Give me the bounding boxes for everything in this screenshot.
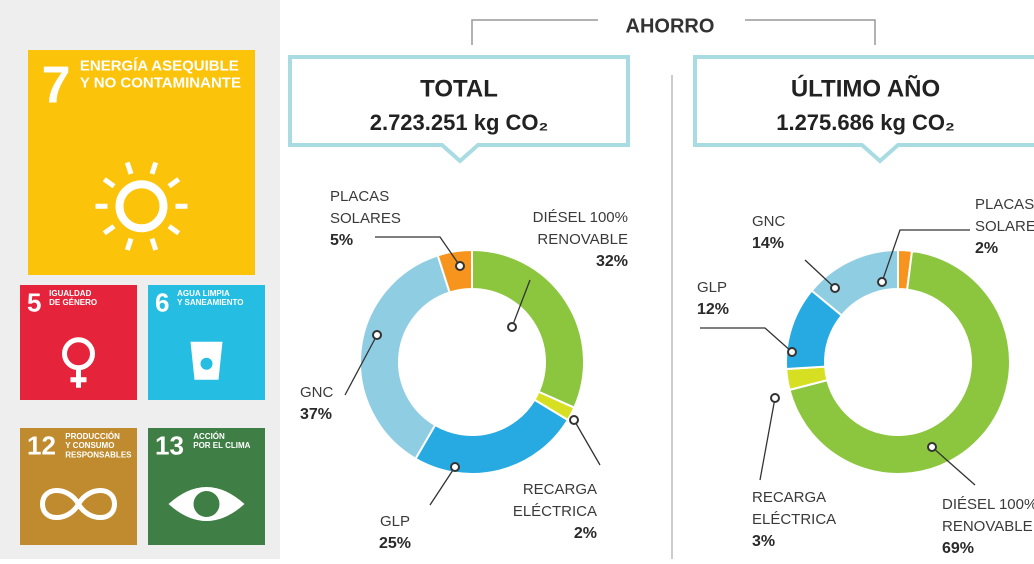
segment-value: 69% [942,540,974,557]
leader-dot [787,347,797,357]
chart-subtitle: 2.723.251 kg CO₂ [370,110,549,135]
segment-value: 32% [596,253,628,270]
leader-dot [507,322,517,332]
segment-label: SOLARES [975,218,1034,235]
sdg-tile [28,50,255,275]
sdg-text: Y CONSUMO [65,441,114,450]
chart-title: ÚLTIMO AÑO [791,74,940,102]
header-bracket [471,19,876,45]
segment-label: RENOVABLE [537,231,628,248]
donut-segment [788,249,1011,475]
donut-segment [436,248,473,294]
sdg-text: POR EL CLIMA [193,441,250,450]
leader-dot [927,442,937,452]
segment-label: DIÉSEL 100% [942,496,1034,513]
sdg-icon [70,367,87,388]
sdg-icon [124,161,134,175]
leader-line [759,397,776,481]
sdg-icon [167,177,181,189]
leader-dot [877,277,887,287]
leader-line [344,334,378,396]
sdg-text: ACCIÓN [193,432,225,441]
segment-label: ELÉCTRICA [513,503,597,520]
sdg-icon [115,180,168,233]
title-box [693,55,1034,164]
segment-label: SOLARES [330,210,401,227]
sdg-number: 13 [155,430,184,460]
segment-label: RENOVABLE [942,518,1033,535]
sdg-text: RESPONSABLES [65,450,132,459]
segment-label: GNC [300,384,334,401]
sdg-text: DE GÉNERO [49,298,97,307]
leader-dot [455,261,465,271]
sdg-text: PRODUCCIÓN [65,432,120,441]
segment-value: 25% [379,535,411,552]
segment-value: 5% [330,232,353,249]
leader-dot [830,283,840,293]
segment-value: 37% [300,406,332,423]
sdg-icon [167,224,181,236]
sdg-text: Y NO CONTAMINANTE [80,75,241,92]
leader-line [573,419,601,466]
segment-label: GLP [697,279,727,296]
sdg-tile [20,428,137,545]
sdg-text: IGUALDAD [49,289,91,298]
sdg-number: 7 [42,57,71,115]
segment-label: RECARGA [752,489,826,506]
sdg-icon [193,491,220,518]
segment-label: GLP [380,513,410,530]
sdg-number: 6 [155,287,169,317]
donut-segment [359,254,451,461]
sdg-icon [102,177,116,189]
leader-line [429,466,456,506]
sdg-number: 5 [27,287,41,317]
chart-subtitle: 1.275.686 kg CO₂ [776,110,955,135]
sdg-text: Y SANEAMIENTO [177,298,243,307]
sdg-icon [39,488,118,520]
leader-line [804,259,836,289]
leader-line [375,236,461,267]
segment-value: 2% [574,525,597,542]
segment-label: GNC [752,213,786,230]
sdg-icon [200,357,213,370]
sdg-text: AGUA LIMPIA [177,289,230,298]
segment-value: 12% [697,301,729,318]
leader-line [881,229,970,283]
leader-line [931,446,976,486]
segment-label: ELÉCTRICA [752,511,836,528]
sdg-icon [149,161,159,175]
segment-value: 3% [752,533,775,550]
title-box [288,55,630,164]
donut-segment [810,248,899,317]
sdg-icon [149,237,159,251]
segment-label: PLACAS [330,188,389,205]
segment-label: RECARGA [523,481,597,498]
segment-value: 14% [752,235,784,252]
sdg-text: ENERGÍA ASEQUIBLE [80,57,239,74]
leader-dot [372,330,382,340]
segment-value: 2% [975,240,998,257]
sdg-tile [148,428,265,545]
sdg-icon [102,224,116,236]
donut-segment [471,248,585,409]
leader-dot [770,393,780,403]
header: AHORRO [626,15,715,37]
leader-line [700,327,793,353]
leader-dot [569,415,579,425]
sdg-icon [124,237,134,251]
chart-title: TOTAL [420,75,498,102]
sdg-number: 12 [27,430,56,460]
leader-line [511,279,531,328]
segment-label: PLACAS [975,196,1034,213]
segment-label: DIÉSEL 100% [533,209,628,226]
leader-dot [450,462,460,472]
